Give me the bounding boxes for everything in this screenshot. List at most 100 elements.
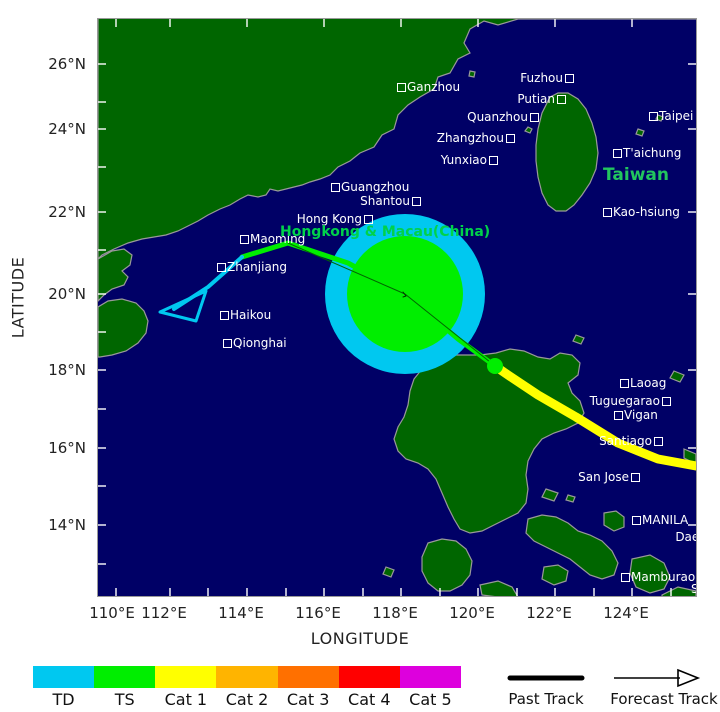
x-axis-tick-label: 120°E — [449, 604, 495, 622]
past-track-line-icon — [507, 675, 585, 681]
x-axis-tick-label: 116°E — [295, 604, 341, 622]
land-catanduanes-island — [603, 510, 625, 532]
land-islet-ne — [669, 370, 685, 383]
x-axis-tick-label: 112°E — [141, 604, 187, 622]
land-mainland-china — [98, 19, 696, 260]
city-label: Hong Kong — [296, 212, 362, 226]
land-babuyan-islet — [572, 334, 585, 345]
legend-color-swatch-cat-1[interactable] — [155, 666, 217, 688]
city-label: Maoming — [250, 232, 306, 246]
legend-label-cat-3: Cat 3 — [286, 690, 330, 709]
city-label: Daet — [675, 530, 696, 544]
city-label: Vigan — [624, 408, 658, 422]
forecast-arrowhead-icon — [158, 289, 208, 323]
past-track-legend-label: Past Track — [508, 690, 584, 708]
legend-color-swatch-ts[interactable] — [94, 666, 156, 688]
city-label: Yunxiao — [440, 153, 487, 167]
land-matsu-islet — [468, 70, 476, 78]
track-ts-segment-east — [239, 240, 498, 369]
city-marker — [217, 263, 226, 272]
city-marker — [397, 83, 406, 92]
y-axis-title: LATITUDE — [8, 256, 28, 339]
city-marker — [662, 397, 671, 406]
y-axis-tick-label: 20°N — [48, 285, 86, 303]
city-label: MANILA — [642, 513, 689, 527]
legend-color-swatch-cat-4[interactable] — [338, 666, 400, 688]
city-label: Quanzhou — [467, 110, 528, 124]
city-marker — [654, 437, 663, 446]
x-axis-tick-label: 118°E — [372, 604, 418, 622]
city-label: Laoag — [630, 376, 667, 390]
legend-label-cat-5: Cat 5 — [409, 690, 452, 709]
land-islet-s2 — [565, 494, 576, 503]
y-axis-tick-label: 16°N — [48, 439, 86, 457]
land-leizhou-peninsula — [98, 248, 133, 302]
city-label: Zhanjiang — [227, 260, 288, 274]
city-label: Fuzhou — [520, 71, 563, 85]
city-label: Putian — [517, 92, 555, 106]
city-marker — [649, 112, 658, 121]
city-marker — [613, 149, 622, 158]
city-label: Guangzhou — [341, 180, 410, 194]
past-track-legend: Past Track — [498, 668, 594, 708]
legend-color-swatch-cat-3[interactable] — [277, 666, 339, 688]
city-marker — [412, 197, 421, 206]
map-canvas — [98, 19, 696, 596]
land-masbate-island — [541, 564, 569, 586]
land-bicol-peninsula — [525, 514, 619, 580]
city-marker — [557, 95, 566, 104]
city-label: Kao-hsiung — [613, 205, 680, 219]
legend-label-cat-4: Cat 4 — [348, 690, 391, 709]
legend-color-swatch-cat-2[interactable] — [216, 666, 278, 688]
land-taiwan-island — [535, 92, 599, 212]
legend-label-ts: TS — [114, 690, 135, 709]
storm-eye-marker — [402, 291, 407, 298]
y-axis-tick-label: 26°N — [48, 55, 86, 73]
region-label-layer: Hongkong & Macau(China) Taiwan — [98, 19, 696, 596]
land-islet-sw — [382, 566, 395, 578]
city-label: Shantou — [360, 194, 410, 208]
land-samar-island — [629, 554, 671, 594]
city-marker — [220, 311, 229, 320]
legend-color-swatch-cat-5[interactable] — [399, 666, 461, 688]
x-axis-tick-label: 124°E — [603, 604, 649, 622]
city-marker — [565, 74, 574, 83]
city-label: Tuguegarao — [589, 394, 660, 408]
region-label: Hongkong & Macau(China) — [280, 224, 491, 240]
y-axis-tick-label: 18°N — [48, 361, 86, 379]
category-color-bar[interactable] — [33, 666, 461, 688]
map-plot-area[interactable]: Ganzhou Fuzhou Putian Quanzhou Zhangzhou Yunx… — [97, 18, 697, 597]
city-label: Ganzhou — [407, 80, 461, 94]
city-marker — [614, 411, 623, 420]
city-label: T'aichung — [623, 146, 682, 160]
x-axis-tick-label: 122°E — [526, 604, 572, 622]
y-axis-tick-label: 14°N — [48, 516, 86, 534]
land-hainan-island — [98, 298, 149, 358]
x-axis-tick-label: 110°E — [89, 604, 135, 622]
land-panay-island — [479, 580, 519, 596]
forecast-track-arrow-icon — [614, 668, 701, 688]
category-color-bar-labels: TD TS Cat 1 Cat 2 Cat 3 Cat 4 Cat 5 — [33, 690, 461, 712]
city-marker — [620, 379, 629, 388]
city-label: Santiago — [599, 434, 652, 448]
city-marker — [489, 156, 498, 165]
axis-ticks — [98, 19, 696, 596]
forecast-track-legend-label: Forecast Track — [610, 690, 718, 708]
current-position-marker — [487, 358, 503, 374]
city-label: Sorsogon — [98, 583, 696, 595]
city-marker — [603, 208, 612, 217]
city-label: Zhangzhou — [436, 131, 504, 145]
city-marker — [621, 573, 630, 582]
legend-label-cat-2: Cat 2 — [225, 690, 269, 709]
city-label: Mamburao — [631, 570, 696, 584]
y-axis-tick-label: 22°N — [48, 203, 86, 221]
land-pratas-islet — [635, 128, 645, 137]
legend-color-swatch-td[interactable] — [33, 666, 95, 688]
city-marker — [506, 134, 515, 143]
y-axis-tick-label: 24°N — [48, 120, 86, 138]
legend-label-cat-1: Cat 1 — [164, 690, 208, 709]
legend-label-td: TD — [52, 690, 75, 709]
city-marker — [364, 215, 373, 224]
city-label: San Jose — [578, 470, 629, 484]
